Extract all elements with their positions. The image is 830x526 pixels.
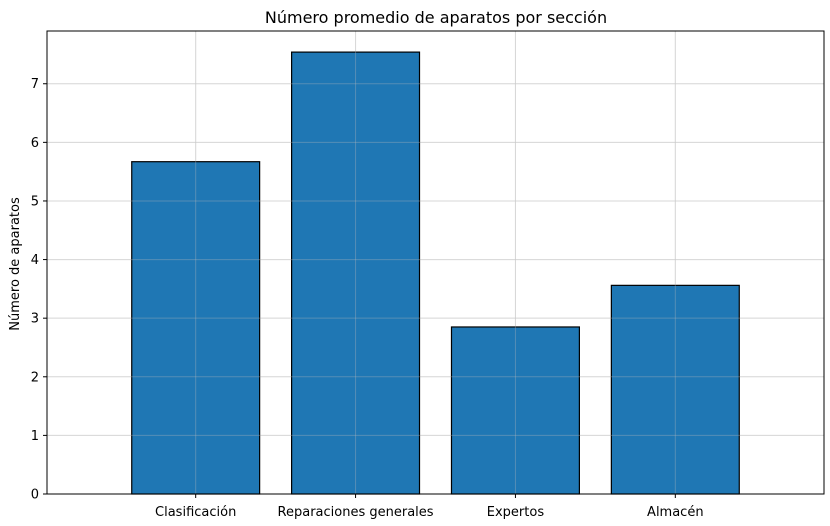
bar-almacén xyxy=(610,284,740,495)
y-tick-label: 6 xyxy=(31,136,39,151)
x-tick-label: Clasificación xyxy=(155,505,236,520)
bars xyxy=(47,31,824,495)
y-tick-label: 2 xyxy=(31,370,39,385)
y-tick-label: 4 xyxy=(31,253,39,268)
bar-clasificación xyxy=(131,161,261,495)
chart-title: Número promedio de aparatos por sección xyxy=(265,8,607,27)
x-tick-label: Expertos xyxy=(487,505,545,520)
y-tick-label: 7 xyxy=(31,77,39,92)
y-tick-label: 3 xyxy=(31,312,39,327)
y-tick-label: 5 xyxy=(31,194,39,209)
x-tick-label: Almacén xyxy=(647,505,704,520)
y-tick-label: 1 xyxy=(31,429,39,444)
x-axis-ticks: Clasificación Reparaciones generales Exper… xyxy=(155,494,704,520)
y-axis-ticks: 0 1 2 3 4 5 6 7 xyxy=(31,77,47,503)
bar-reparaciones-generales xyxy=(291,51,421,495)
bar-expertos xyxy=(450,326,580,495)
y-axis-label: Número de aparatos xyxy=(8,197,23,331)
plot-frame xyxy=(46,30,825,495)
axes xyxy=(46,30,825,495)
y-tick-label: 0 xyxy=(31,488,39,503)
x-tick-label: Reparaciones generales xyxy=(278,505,434,520)
